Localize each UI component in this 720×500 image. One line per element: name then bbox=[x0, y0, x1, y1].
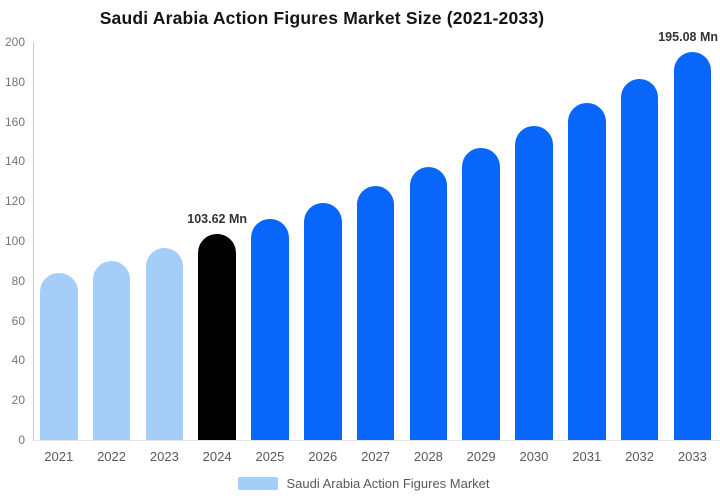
bar-2024 bbox=[198, 234, 236, 441]
x-axis-line bbox=[33, 440, 720, 441]
bar-2033 bbox=[673, 52, 712, 441]
bar-value-annotation: 195.08 Mn bbox=[658, 30, 718, 45]
y-tick-label: 20 bbox=[11, 393, 25, 408]
x-tick-label: 2033 bbox=[677, 449, 707, 464]
y-tick-label: 160 bbox=[4, 114, 25, 129]
bar-2025 bbox=[251, 219, 289, 441]
x-tick-label: 2025 bbox=[255, 449, 285, 464]
x-tick-label: 2032 bbox=[625, 449, 654, 464]
y-tick-label: 120 bbox=[4, 194, 25, 209]
bar-2022 bbox=[92, 261, 131, 441]
bar-2021 bbox=[40, 273, 78, 441]
legend[interactable]: Saudi Arabia Action Figures Market bbox=[4, 475, 720, 491]
y-tick-label: 80 bbox=[11, 273, 25, 288]
y-tick-label: 0 bbox=[18, 433, 25, 447]
y-tick-label: 140 bbox=[4, 154, 25, 169]
bar-2028 bbox=[409, 167, 448, 441]
x-tick-label: 2029 bbox=[466, 449, 496, 464]
x-tick-label: 2027 bbox=[361, 449, 390, 464]
y-tick-label: 40 bbox=[11, 353, 25, 368]
x-tick-label: 2026 bbox=[308, 449, 338, 464]
x-tick-label: 2023 bbox=[149, 449, 179, 464]
y-tick-label: 200 bbox=[4, 35, 25, 49]
bar-2029 bbox=[462, 147, 500, 441]
bar-2032 bbox=[620, 78, 659, 441]
legend-label: Saudi Arabia Action Figures Market bbox=[286, 475, 490, 491]
y-axis-line bbox=[33, 42, 34, 441]
bar-value-annotation: 103.62 Mn bbox=[187, 212, 248, 227]
legend-swatch-icon bbox=[238, 476, 279, 490]
x-tick-label: 2028 bbox=[413, 449, 443, 464]
x-tick-label: 2031 bbox=[572, 449, 602, 464]
y-tick-label: 180 bbox=[4, 74, 25, 89]
x-tick-label: 2022 bbox=[97, 449, 126, 464]
y-tick-label: 60 bbox=[11, 313, 25, 328]
bar-2030 bbox=[515, 126, 553, 441]
x-tick-label: 2021 bbox=[44, 449, 74, 464]
bar-2026 bbox=[304, 203, 342, 441]
x-tick-label: 2030 bbox=[519, 449, 549, 464]
chart-title: Saudi Arabia Action Figures Market Size … bbox=[99, 8, 545, 28]
y-tick-label: 100 bbox=[4, 234, 25, 248]
bar-2031 bbox=[568, 103, 606, 441]
bar-2027 bbox=[356, 185, 395, 441]
bar-2023 bbox=[145, 248, 184, 441]
x-tick-label: 2024 bbox=[202, 449, 232, 464]
